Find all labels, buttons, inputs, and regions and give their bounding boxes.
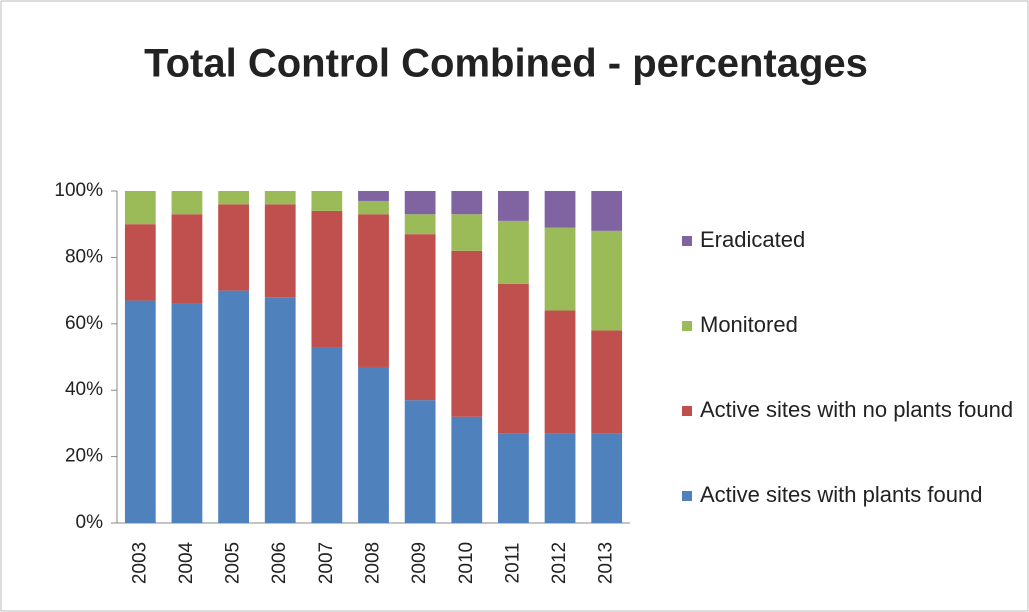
x-tick-label: 2012 xyxy=(549,542,570,584)
bar-segment xyxy=(544,227,576,311)
y-tick-label: 100% xyxy=(54,180,103,201)
x-tick-label: 2010 xyxy=(456,542,477,584)
bar-segment xyxy=(451,416,483,523)
x-tick-label: 2009 xyxy=(409,542,430,584)
x-tick-label: 2006 xyxy=(269,542,290,584)
bar-segment xyxy=(544,433,576,523)
y-tick-label: 80% xyxy=(65,246,103,267)
bar-segment xyxy=(311,347,343,523)
legend-item: Monitored xyxy=(682,310,798,340)
bar-segment xyxy=(124,300,156,523)
bar-segment xyxy=(404,191,436,215)
legend-item: Eradicated xyxy=(682,225,805,255)
bar-segment xyxy=(264,297,296,523)
bar-segment xyxy=(358,191,389,201)
y-tick-label: 0% xyxy=(76,512,104,533)
legend-swatch xyxy=(682,236,692,246)
bar-segment xyxy=(404,214,436,235)
legend-swatch xyxy=(682,321,692,331)
legend-label: Eradicated xyxy=(700,227,806,252)
bar-segment xyxy=(218,191,249,205)
bar-segment xyxy=(171,214,203,304)
legend-label: Active sites with plants found xyxy=(700,482,983,507)
bar-segment xyxy=(498,283,529,434)
bar-segment xyxy=(404,234,436,401)
bar-segment xyxy=(264,204,296,298)
x-tick-label: 2007 xyxy=(316,542,337,584)
y-tick-label: 40% xyxy=(65,379,103,400)
bar-segment xyxy=(171,191,203,215)
bar-segment xyxy=(544,310,576,434)
bar-segment xyxy=(311,210,343,348)
bar-segment xyxy=(358,200,389,215)
x-tick-label: 2013 xyxy=(596,542,617,584)
bar-segment xyxy=(498,220,529,284)
y-tick-label: 60% xyxy=(65,313,103,334)
x-tick-label: 2011 xyxy=(502,543,523,584)
legend-swatch xyxy=(682,406,692,416)
x-tick-label: 2004 xyxy=(176,541,197,584)
bar-segment xyxy=(591,191,623,231)
bar-segment xyxy=(544,191,576,228)
x-tick-label: 2003 xyxy=(129,542,150,584)
bar-segment xyxy=(591,330,623,434)
legend-swatch xyxy=(682,491,692,501)
bar-segment xyxy=(358,366,389,523)
bar-segment xyxy=(124,224,156,301)
bar-segment xyxy=(498,191,529,221)
chart-title: Total Control Combined - percentages xyxy=(144,42,868,86)
bar-segment xyxy=(218,204,249,291)
bar-segment xyxy=(404,400,436,523)
bar-segment xyxy=(451,250,483,417)
bar-segment xyxy=(358,214,389,367)
x-tick-label: 2008 xyxy=(363,542,384,584)
legend-label: Active sites with no plants found xyxy=(700,397,1014,422)
bar-segment xyxy=(451,214,483,251)
bar-segment xyxy=(498,433,529,523)
bar-segment xyxy=(451,191,483,215)
bar-segment xyxy=(124,191,156,225)
bar-segment xyxy=(218,290,249,523)
legend-item: Active sites with plants found xyxy=(682,480,982,510)
legend-item: Active sites with no plants found xyxy=(682,395,1013,425)
bar-segment xyxy=(591,230,623,331)
y-tick-label: 20% xyxy=(65,446,103,467)
bar-segment xyxy=(311,191,343,211)
bar-segment xyxy=(264,191,296,205)
bar-segment xyxy=(171,303,203,523)
x-tick-label: 2005 xyxy=(223,542,244,584)
bar-segment xyxy=(591,433,623,523)
legend-label: Monitored xyxy=(700,312,798,337)
